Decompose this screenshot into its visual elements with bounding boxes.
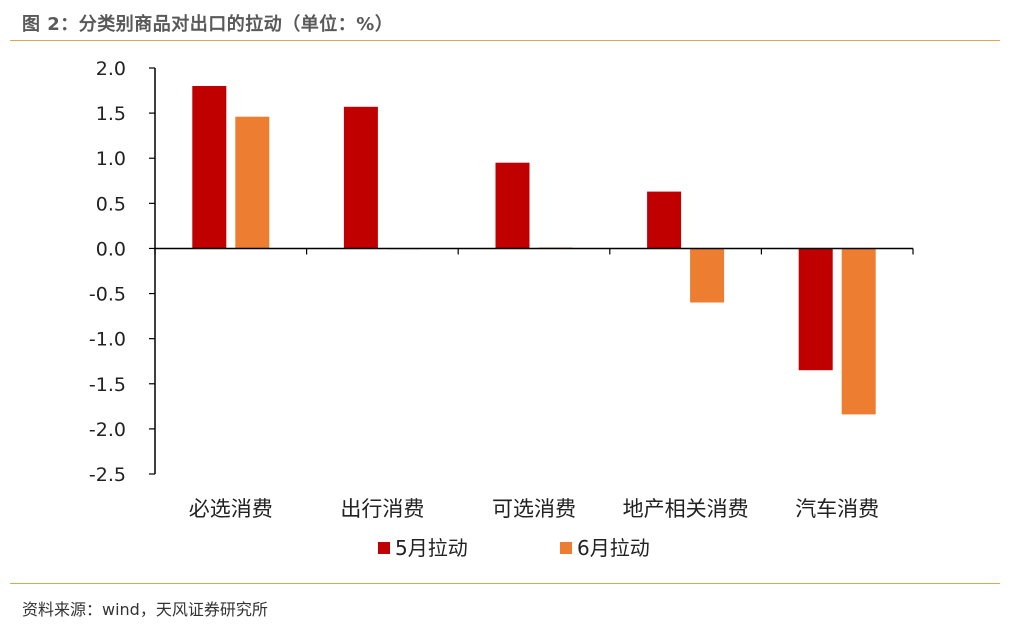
legend-label-1: 5月拉动 bbox=[395, 536, 468, 560]
category-label: 必选消费 bbox=[189, 497, 273, 521]
y-tick-label: 1.5 bbox=[96, 103, 126, 125]
y-tick-label: -2.5 bbox=[89, 464, 126, 486]
y-tick-label: -2.0 bbox=[89, 419, 126, 441]
labels-layer: 2.0 1.5 1.0 0.5 0.0 -0.5 -1.0 -1.5 -2.0 -2.5 必选消费 出… bbox=[89, 58, 879, 521]
y-tick-label: -1.5 bbox=[89, 374, 126, 396]
source-note: 资料来源：wind，天风证券研究所 bbox=[22, 600, 268, 619]
y-tick-label: -1.0 bbox=[89, 329, 126, 351]
y-tick-label: -0.5 bbox=[89, 284, 126, 306]
legend: 5月拉动 6月拉动 bbox=[378, 536, 650, 560]
y-tick-label: 1.0 bbox=[96, 148, 126, 170]
legend-label-2: 6月拉动 bbox=[577, 536, 650, 560]
legend-swatch-2 bbox=[560, 542, 572, 554]
bar-2-5 bbox=[841, 248, 876, 415]
bar-1-2 bbox=[343, 106, 378, 249]
bar-1-5 bbox=[798, 248, 833, 371]
y-tick-label: 0.0 bbox=[96, 238, 126, 260]
category-label: 可选消费 bbox=[492, 497, 576, 521]
y-tick-label: 0.5 bbox=[96, 193, 126, 215]
figure-title: 图 2：分类别商品对出口的拉动（单位：%） bbox=[22, 14, 394, 35]
axes-layer bbox=[149, 67, 914, 475]
bar-2-4 bbox=[690, 248, 725, 303]
bars-layer bbox=[192, 86, 876, 415]
bottom-divider bbox=[10, 583, 1000, 584]
legend-swatch-1 bbox=[378, 542, 390, 554]
bar-2-1 bbox=[235, 116, 270, 249]
bar-1-4 bbox=[647, 191, 682, 249]
category-label: 出行消费 bbox=[340, 497, 424, 521]
y-tick-label: 2.0 bbox=[96, 58, 126, 80]
category-label: 地产相关消费 bbox=[623, 497, 749, 521]
top-divider bbox=[10, 40, 1000, 41]
bar-1-3 bbox=[495, 162, 530, 249]
bar-1-1 bbox=[192, 86, 227, 249]
category-label: 汽车消费 bbox=[795, 497, 879, 521]
